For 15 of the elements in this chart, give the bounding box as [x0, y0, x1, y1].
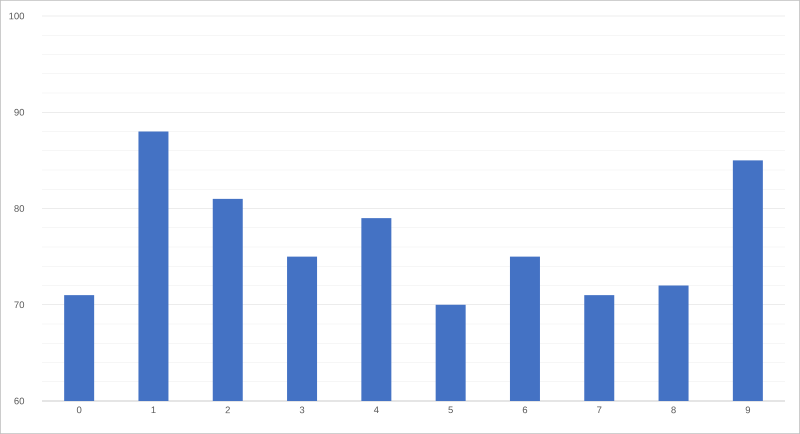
y-tick-label: 100: [9, 12, 24, 20]
x-tick-label: 5: [448, 406, 453, 414]
x-tick-label: 2: [226, 406, 230, 414]
x-tick-label: 9: [746, 406, 750, 414]
x-tick-label: 6: [522, 406, 528, 414]
x-tick-label: 4: [374, 406, 379, 414]
x-tick-label: 0: [76, 406, 82, 414]
y-tick-label: 90: [14, 108, 24, 116]
y-tick-label: 70: [14, 301, 24, 308]
y-tick-label: 80: [14, 205, 24, 212]
x-tick-label: 3: [300, 406, 304, 414]
x-tick-label: 1: [152, 406, 156, 414]
y-tick-label: 60: [14, 398, 24, 404]
x-tick-label: 8: [671, 406, 676, 414]
x-tick-label: 7: [597, 406, 602, 414]
